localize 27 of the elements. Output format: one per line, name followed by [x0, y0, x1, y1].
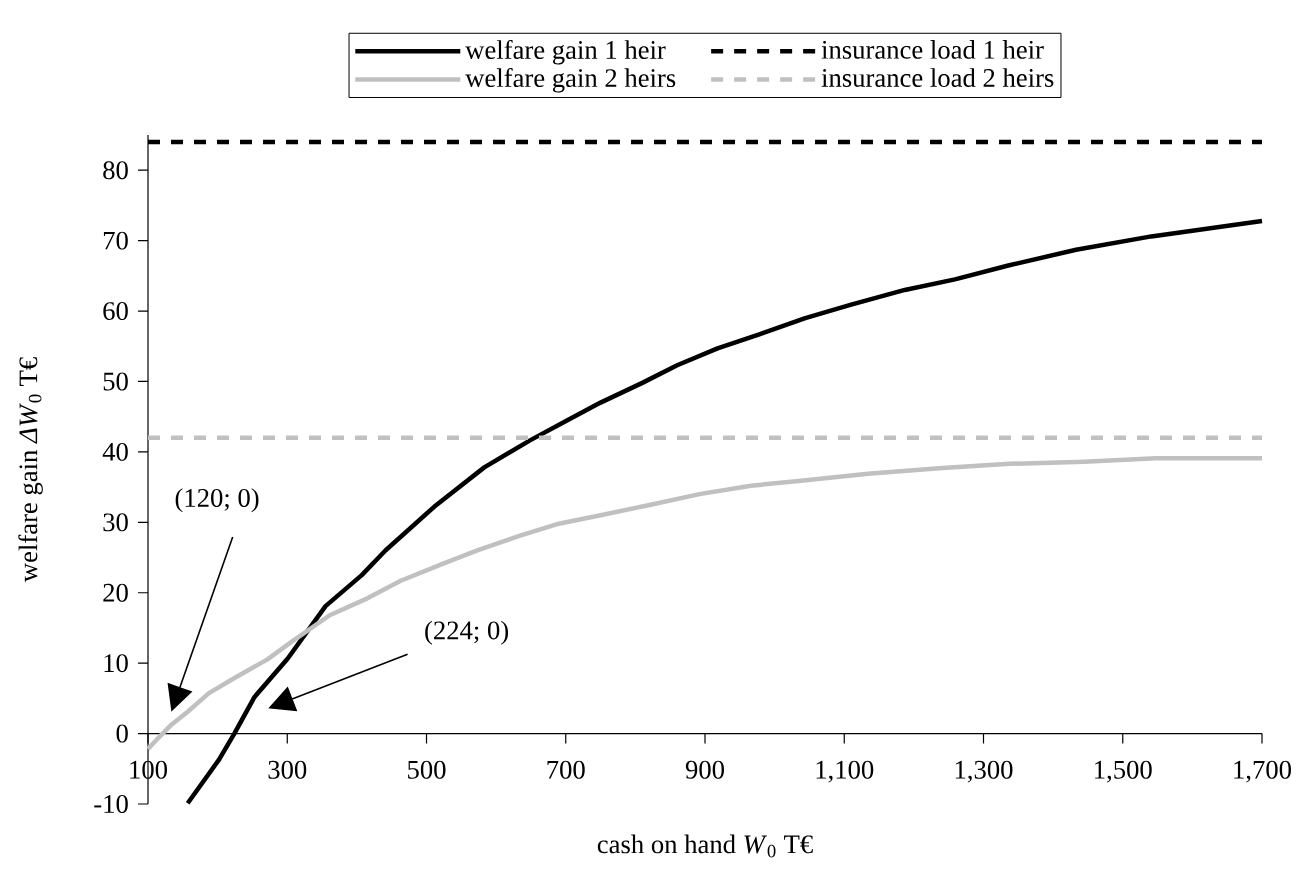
- x-tick-label: 1,300: [955, 760, 1013, 783]
- y-tick-label: 80: [103, 161, 128, 180]
- y-tick-label: 30: [103, 513, 128, 532]
- x-tick-label: 1,100: [816, 760, 874, 783]
- line-series: [145, 455, 1265, 752]
- y-axis-title: welfare gain ΔW$_{0}$ T€: [18, 357, 43, 583]
- legend-label: insurance load 2 heirs: [821, 68, 1054, 87]
- legend-label: insurance load 1 heir: [821, 40, 1044, 59]
- x-tick-label: 900: [685, 760, 724, 779]
- y-tick-label: 10: [104, 654, 128, 673]
- annotation: (120; 0): [175, 488, 259, 513]
- y-tick-label: 0: [116, 724, 128, 743]
- y-tick-label: 40: [102, 442, 128, 461]
- legend-label: welfare gain 2 heirs: [465, 68, 676, 93]
- x-tick-label: 500: [408, 760, 446, 779]
- annotation: (224; 0): [425, 620, 509, 645]
- y-tick-label: 60: [103, 302, 128, 321]
- y-tick-label: 20: [103, 583, 128, 602]
- y-tick-label: 50: [103, 372, 128, 391]
- x-tick-label: 1,700: [1234, 760, 1291, 783]
- x-tick-label: 300: [268, 760, 307, 779]
- x-tick-label: 1,500: [1095, 760, 1152, 783]
- y-tick-label: -10: [94, 794, 128, 813]
- y-tick-label: 70: [103, 231, 128, 250]
- legend-label: welfare gain 1 heir: [465, 39, 666, 65]
- x-axis-title: cash on hand W$_{0}$ T€: [597, 834, 813, 858]
- x-tick-label: 700: [547, 760, 585, 779]
